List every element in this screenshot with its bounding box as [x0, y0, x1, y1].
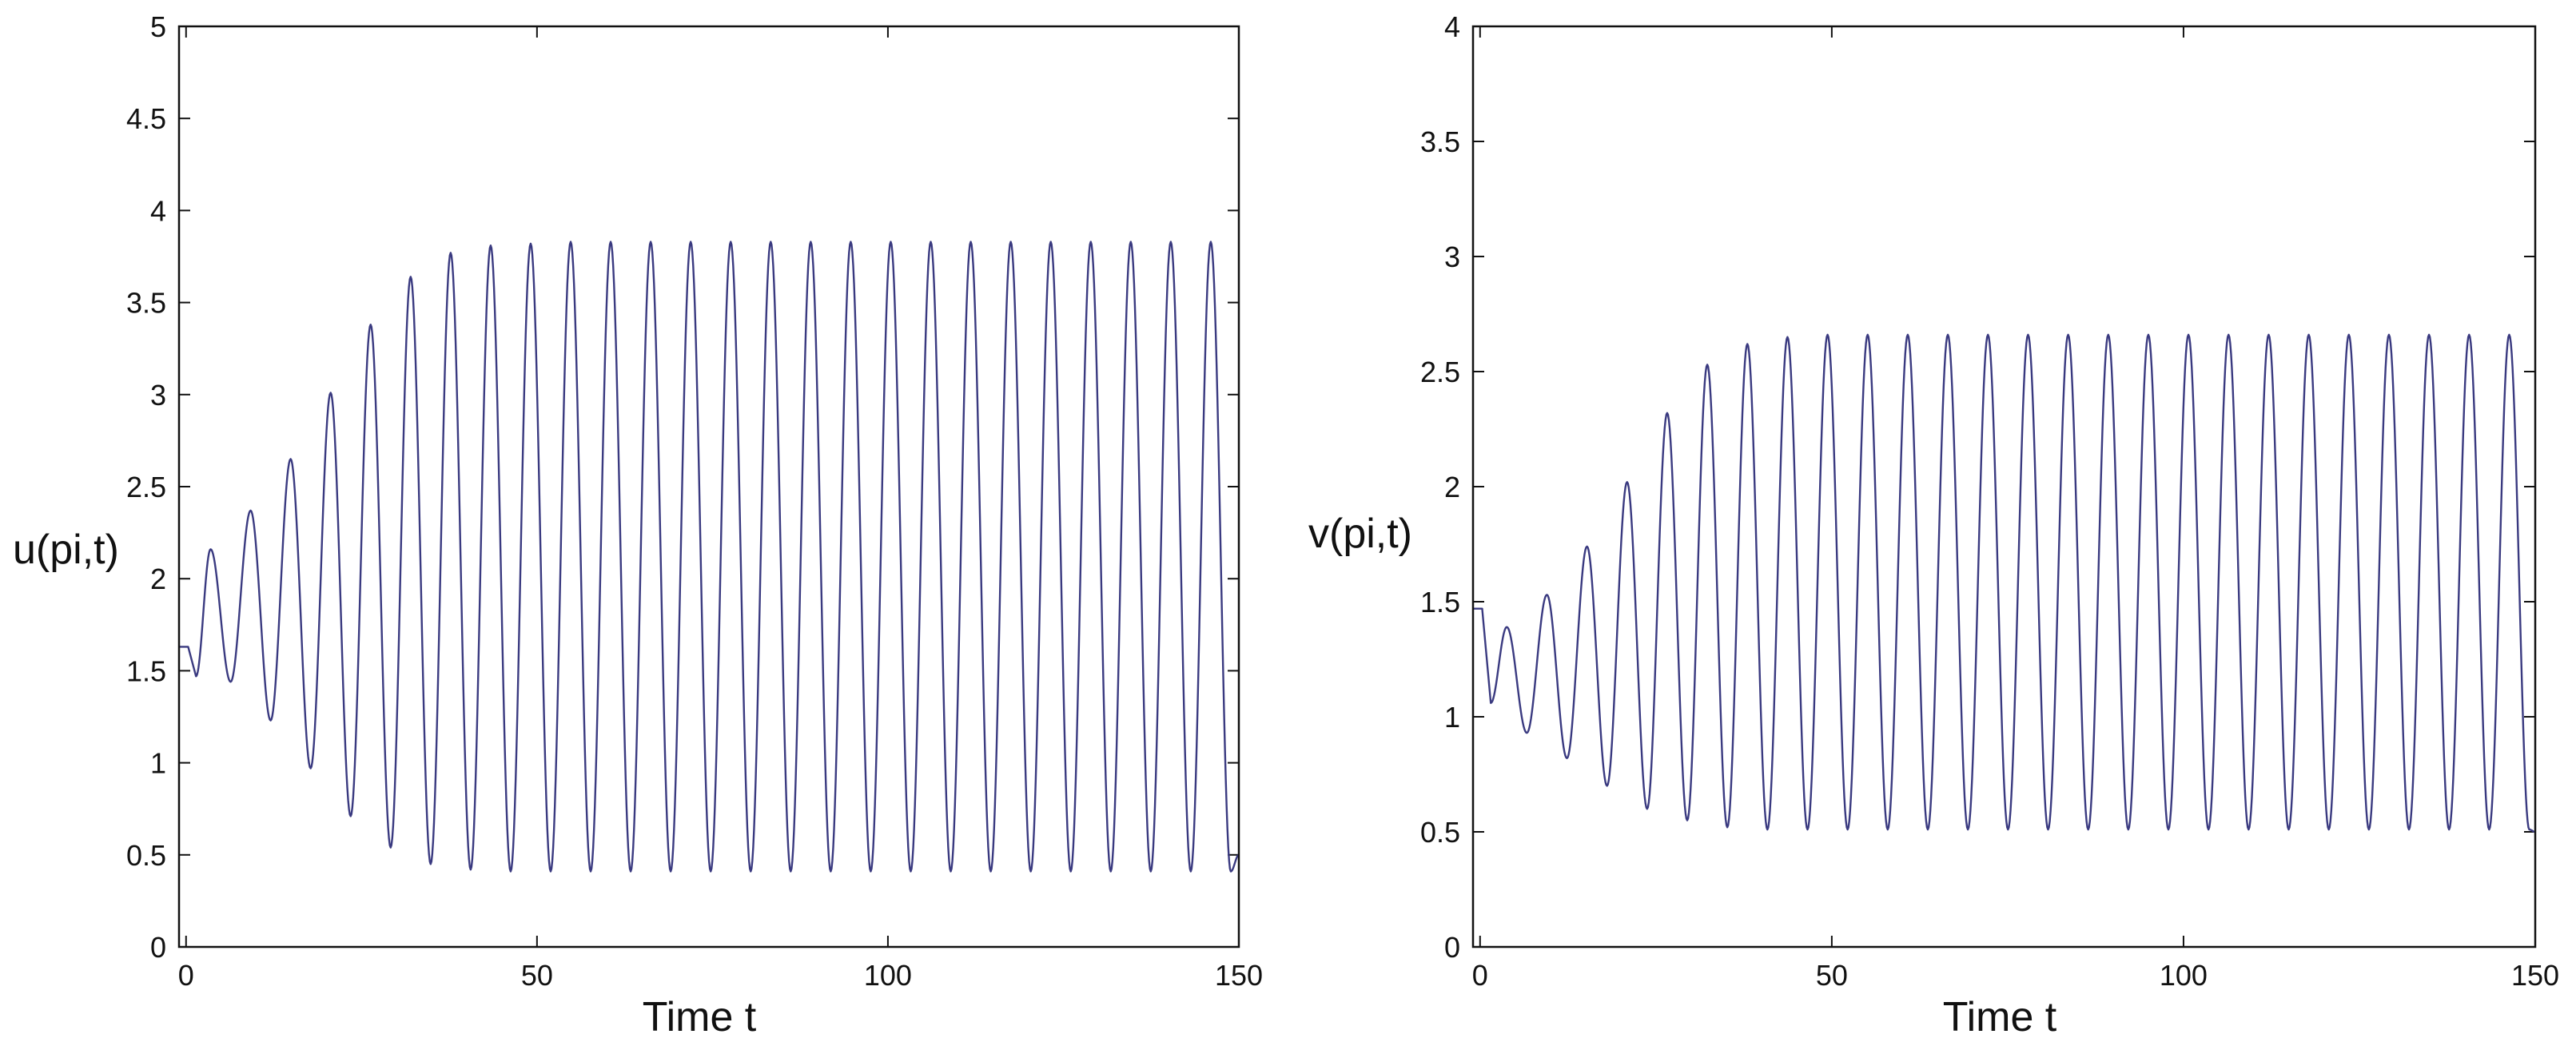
right-series-line — [1473, 335, 2535, 832]
right-xtick-label: 150 — [2511, 959, 2559, 992]
right-ytick-label: 2 — [1444, 471, 1460, 503]
left-ytick-label: 5 — [150, 10, 166, 43]
left-ytick-label: 4.5 — [126, 102, 166, 135]
left-xtick-label: 50 — [521, 959, 553, 992]
right-ytick-label: 1.5 — [1420, 586, 1460, 618]
right-ytick-label: 0 — [1444, 931, 1460, 964]
right-ytick-label: 3.5 — [1420, 125, 1460, 158]
right-ytick-label: 3 — [1444, 241, 1460, 273]
right-xtick-label: 0 — [1472, 959, 1488, 992]
right-ylabel: v(pi,t) — [1308, 511, 1412, 557]
left-ytick-label: 1 — [150, 747, 166, 780]
left-xtick-label: 150 — [1215, 959, 1263, 992]
right-ytick-label: 1 — [1444, 701, 1460, 734]
left-ytick-label: 2.5 — [126, 471, 166, 503]
right-xlabel: Time t — [1943, 994, 2057, 1040]
right-xtick-label: 100 — [2160, 959, 2208, 992]
left-xtick-label: 100 — [864, 959, 912, 992]
left-ytick-label: 0.5 — [126, 839, 166, 872]
left-xlabel: Time t — [643, 994, 757, 1040]
left-chart: u(pi,t) Time t 0 0.5 1 1.5 2 2.5 3 3.5 4 4.5 5 0 50… — [13, 10, 1263, 1040]
right-ytick-label: 4 — [1444, 10, 1460, 43]
left-plot-frame — [179, 26, 1239, 947]
left-ytick-label: 3 — [150, 379, 166, 412]
left-xtick-label: 0 — [178, 959, 194, 992]
right-chart: v(pi,t) Time t 0 0.5 1 1.5 2 2.5 3 3.5 4 0 50 100 1… — [1308, 10, 2559, 1040]
left-ylabel: u(pi,t) — [13, 527, 119, 573]
right-plot-frame — [1473, 26, 2535, 947]
left-ytick-label: 3.5 — [126, 287, 166, 320]
left-ytick-label: 2 — [150, 563, 166, 595]
left-ytick-label: 1.5 — [126, 654, 166, 687]
right-xtick-label: 50 — [1816, 959, 1848, 992]
right-ytick-label: 0.5 — [1420, 816, 1460, 849]
left-ytick-label: 4 — [150, 194, 166, 227]
left-series-line — [179, 242, 1239, 872]
right-ytick-label: 2.5 — [1420, 356, 1460, 388]
left-ytick-label: 0 — [150, 931, 166, 964]
